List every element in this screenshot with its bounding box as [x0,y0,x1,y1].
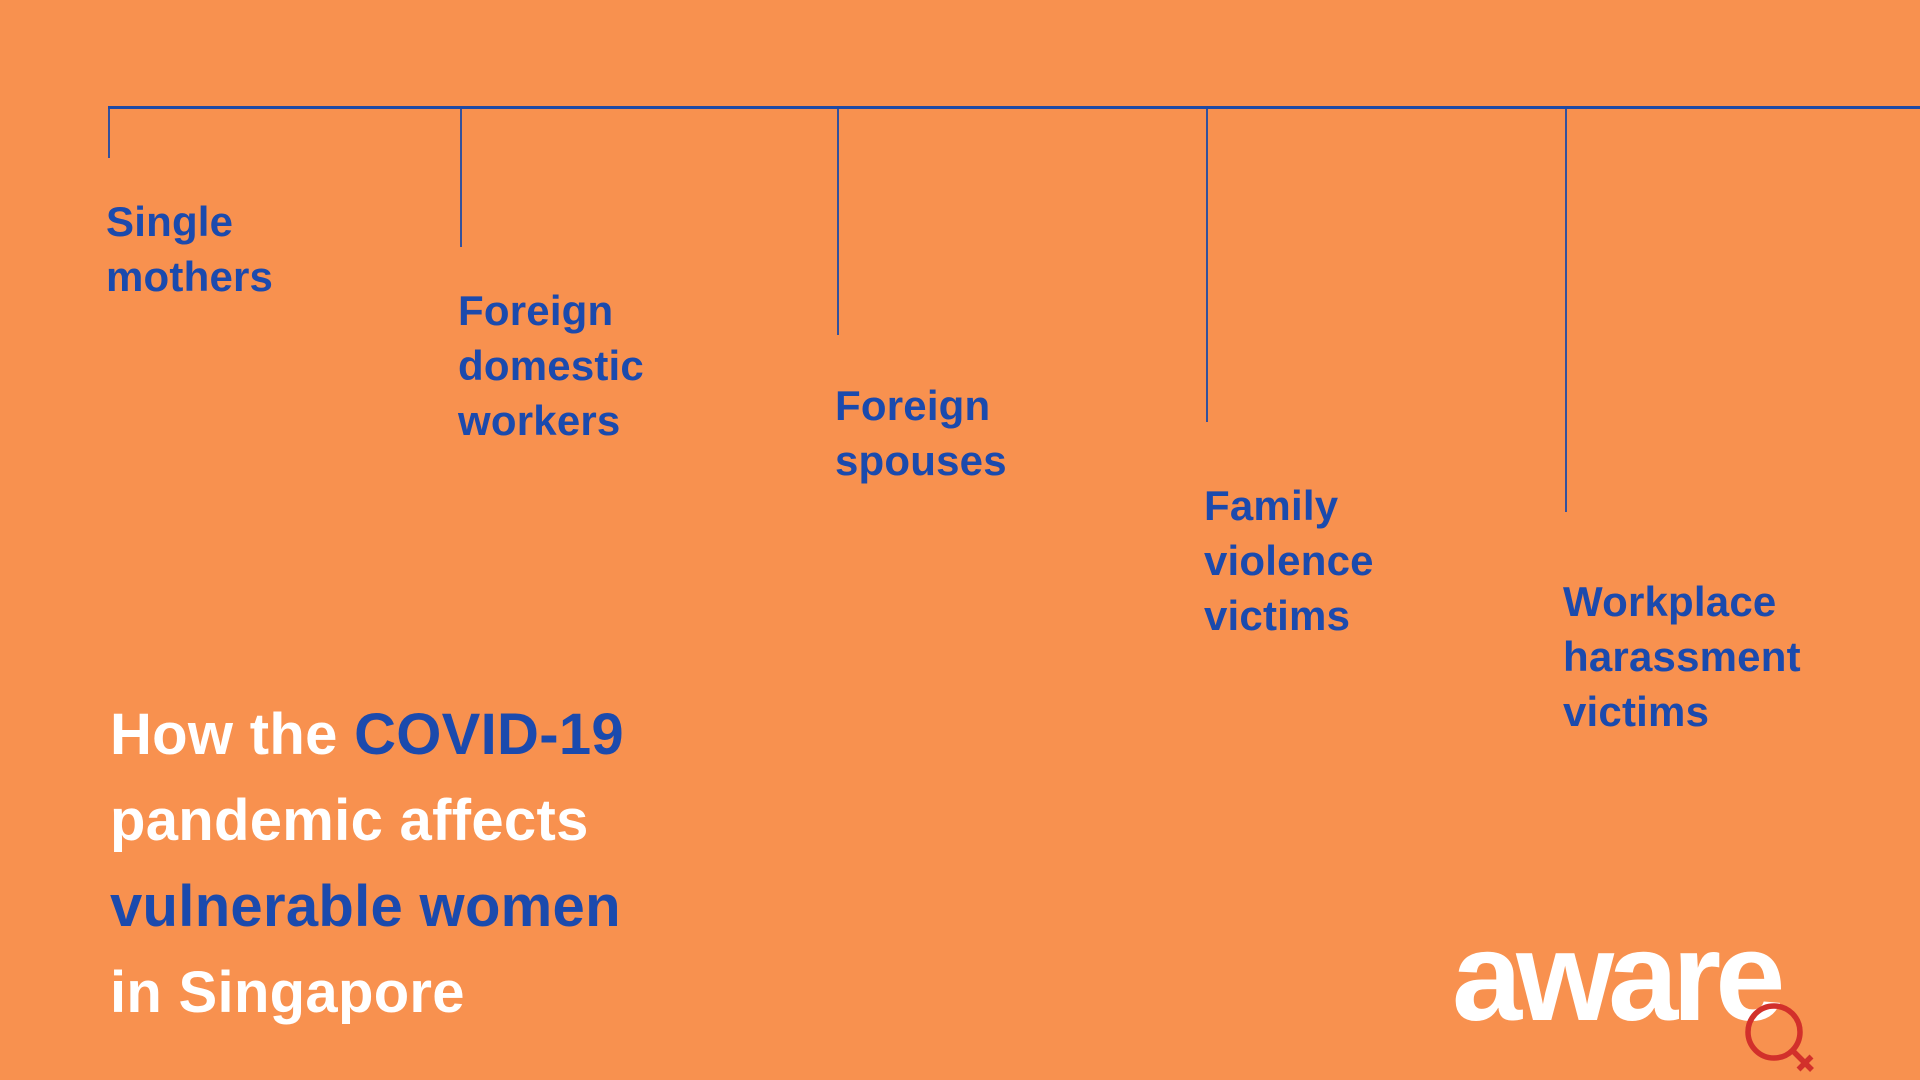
timeline-label-line: Foreign [458,287,614,334]
timeline-tick-workplace-harassment-victims [1565,107,1567,512]
timeline-tick-single-mothers [108,107,110,158]
timeline-label-line: domestic [458,342,644,389]
timeline-tick-foreign-domestic-workers [460,107,462,247]
title-line-3: vulnerable women [110,874,621,939]
title-line-1: How the COVID-19 [110,692,624,778]
timeline-label-line: Foreign [835,382,991,429]
title-line1-white: How the [110,702,355,767]
title-line-4: in Singapore [110,960,465,1025]
timeline-tick-family-violence-victims [1206,107,1208,422]
title-line-2: pandemic affects [110,788,589,853]
timeline-label-line: Single [106,198,234,245]
title-line1-blue: COVID-19 [354,702,624,767]
timeline-label-line: Workplace [1563,578,1777,625]
timeline-label-line: mothers [106,253,274,300]
timeline-label-line: violence [1204,537,1374,584]
timeline-label-foreign-domestic-workers: Foreign domestic workers [458,283,644,448]
timeline-label-family-violence-victims: Family violence victims [1204,478,1374,643]
timeline-label-line: workers [458,397,621,444]
timeline-label-line: spouses [835,437,1007,484]
timeline-tick-foreign-spouses [837,107,839,335]
timeline-label-line: harassment [1563,633,1801,680]
timeline-label-workplace-harassment-victims: Workplace harassment victims [1563,574,1801,739]
timeline-label-line: victims [1204,592,1351,639]
timeline-label-foreign-spouses: Foreign spouses [835,378,1007,488]
timeline-label-single-mothers: Single mothers [106,194,273,304]
timeline-horizontal-line [108,106,1920,109]
aware-logo-text: aware [1452,906,1785,1047]
timeline-label-line: victims [1563,688,1710,735]
page-title: How the COVID-19 pandemic affects vulner… [110,692,624,1036]
timeline-label-line: Family [1204,482,1339,529]
